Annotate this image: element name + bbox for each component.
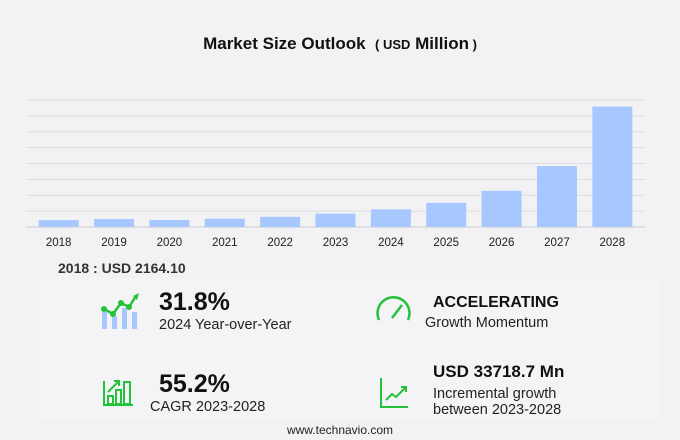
yoy-stat: 31.8% 2024 Year-over-Year (159, 288, 291, 333)
x-tick-label: 2027 (544, 237, 570, 249)
x-tick-label: 2024 (378, 237, 404, 249)
footer-url: www.technavio.com (286, 423, 394, 437)
yoy-label: 2024 Year-over-Year (159, 317, 292, 333)
bar-2022 (260, 216, 301, 227)
base-year-value: 2018 : USD 2164.10 (58, 260, 186, 276)
chart-title: Market Size Outlook ( USD Million ) (0, 34, 680, 54)
bar-2026 (481, 190, 522, 227)
x-tick-label: 2020 (157, 237, 183, 249)
cagr-label: CAGR 2023-2028 (150, 399, 266, 415)
incremental-period: between 2023-2028 (433, 402, 562, 418)
bar-2020 (149, 220, 190, 227)
x-tick-label: 2019 (101, 237, 127, 249)
x-tick-label: 2023 (323, 237, 349, 249)
incremental-value: USD 33718.7 Mn (433, 362, 565, 381)
x-tick-label: 2026 (489, 237, 515, 249)
bar-2021 (204, 218, 245, 227)
x-tick-label: 2022 (267, 237, 293, 249)
bar-2024 (370, 209, 411, 227)
bar-chart: 2018 2019 2020 2021 2022 2023 2024 2025 2026 2027… (26, 99, 645, 249)
momentum-stat: ACCELERATING Growth Momentum (425, 294, 559, 331)
title-text: Market Size Outlook (203, 34, 366, 53)
x-tick-label: 2018 (46, 237, 72, 249)
bar-2019 (94, 219, 135, 227)
bar-2025 (426, 202, 467, 227)
bar-2023 (315, 213, 356, 227)
bar-2027 (536, 166, 577, 227)
incremental-label: Incremental growth (433, 386, 557, 402)
momentum-label: Growth Momentum (425, 315, 549, 331)
title-unit: ( USD Million ) (375, 34, 477, 53)
incremental-stat: USD 33718.7 Mn Incremental growth betwee… (433, 362, 564, 418)
x-tick-label: 2028 (600, 237, 626, 249)
cagr-stat: 55.2% CAGR 2023-2028 (150, 370, 265, 415)
yoy-value: 31.8% (159, 288, 230, 316)
momentum-value: ACCELERATING (433, 294, 559, 311)
cagr-value: 55.2% (159, 370, 230, 398)
stats-panel (40, 278, 660, 420)
bar-2028 (592, 106, 633, 227)
x-tick-label: 2025 (433, 237, 459, 249)
x-tick-label: 2021 (212, 237, 238, 249)
bar-2018 (38, 220, 79, 227)
